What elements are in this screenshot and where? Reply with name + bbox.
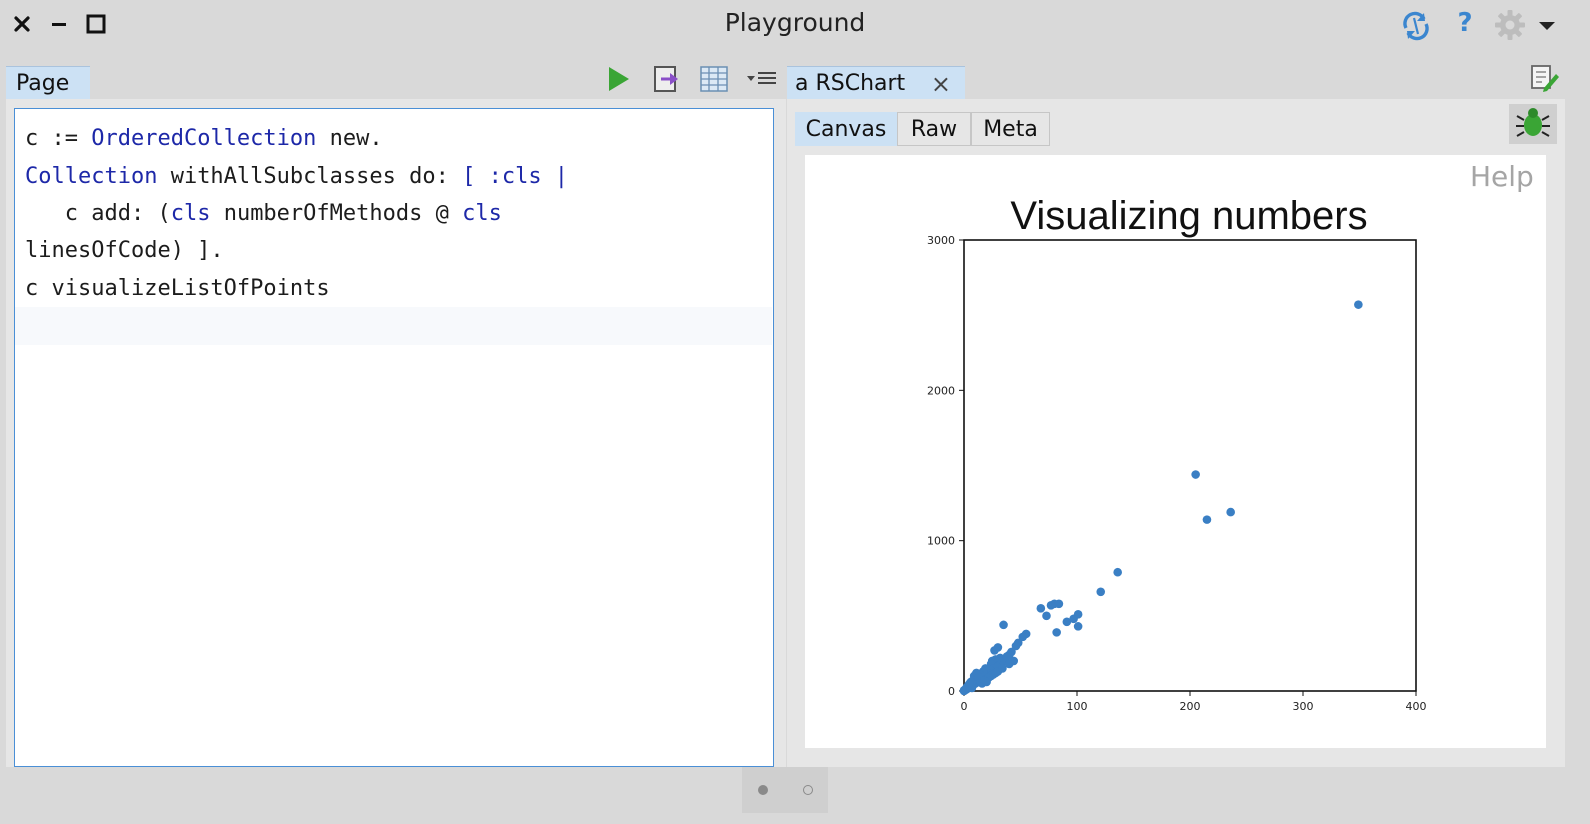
minimize-icon: [52, 23, 66, 26]
chart-title: Visualizing numbers: [1010, 194, 1367, 238]
data-point: [1004, 659, 1014, 669]
do-it-and-go-button[interactable]: [652, 64, 682, 94]
code-line: linesOfCode) ].: [25, 238, 224, 263]
help-link[interactable]: Help: [1470, 160, 1534, 193]
grid-icon: [700, 66, 728, 92]
y-tick-label: 0: [948, 685, 955, 698]
data-point: [1062, 617, 1072, 627]
tab-rschart[interactable]: a RSChart ×: [787, 66, 965, 100]
data-point: [1018, 632, 1028, 642]
data-point: [1113, 567, 1122, 577]
edit-page-button[interactable]: [1528, 62, 1560, 94]
chevron-down-icon: [1539, 22, 1555, 30]
minimize-window-button[interactable]: [45, 10, 73, 38]
code-line: Collection withAllSubclasses do: [ :cls …: [25, 164, 569, 189]
pane-menu-button[interactable]: [746, 68, 778, 90]
window-menu-button[interactable]: [1538, 18, 1556, 32]
run-button[interactable]: [604, 64, 634, 94]
data-point: [998, 664, 1007, 673]
tab-page[interactable]: Page: [6, 66, 90, 100]
data-point: [959, 685, 969, 695]
pager-dot-active[interactable]: [758, 785, 768, 795]
data-point: [1046, 601, 1056, 610]
pager-dot[interactable]: [803, 785, 813, 795]
subtab-raw[interactable]: Raw: [897, 112, 971, 146]
code-editor[interactable]: c := OrderedCollection new. Collection w…: [14, 108, 774, 767]
data-point: [1042, 611, 1051, 621]
data-point: [1191, 470, 1200, 479]
plot-frame: [963, 239, 1417, 692]
menu-icon: [747, 72, 776, 84]
code-line: c visualizeListOfPoints: [25, 276, 330, 301]
help-button[interactable]: ?: [1457, 8, 1473, 38]
current-line-highlight: [15, 307, 772, 345]
y-tick-label: 1000: [927, 535, 955, 548]
subtab-canvas[interactable]: Canvas: [795, 112, 897, 146]
scatter-chart: Visualizing numbers 0 100 200 300 400 0 1000 20…: [927, 194, 1427, 713]
close-tab-icon[interactable]: ×: [930, 70, 951, 98]
x-tick-label: 100: [1067, 700, 1088, 713]
subtab-meta[interactable]: Meta: [971, 112, 1050, 146]
inspect-button[interactable]: [699, 64, 729, 94]
title-bar: [0, 0, 1590, 50]
debug-button[interactable]: [1509, 104, 1557, 144]
x-tick-label: 0: [961, 700, 968, 713]
sync-icon: [1403, 11, 1429, 41]
data-point: [1073, 622, 1083, 631]
code-line: c := OrderedCollection new.: [25, 126, 383, 151]
export-icon: [654, 66, 678, 92]
y-tick-label: 3000: [927, 234, 955, 247]
data-point: [967, 683, 977, 693]
x-tick-label: 300: [1293, 700, 1314, 713]
maximize-window-button[interactable]: [82, 10, 110, 38]
play-icon: [609, 67, 629, 91]
x-tick-label: 400: [1406, 700, 1427, 713]
data-point: [982, 677, 991, 687]
tab-label: a RSChart: [795, 71, 906, 96]
chart-canvas[interactable]: [805, 155, 1546, 748]
close-icon: [14, 16, 30, 32]
data-point: [1054, 599, 1064, 609]
data-point: [1202, 515, 1212, 524]
data-point: [1036, 604, 1046, 613]
maximize-icon: [86, 14, 106, 34]
x-tick-label: 200: [1180, 700, 1201, 713]
data-point: [999, 620, 1008, 630]
data-point: [1069, 614, 1078, 624]
code-line: c add: (cls numberOfMethods @ cls: [25, 201, 502, 226]
edit-page-icon: [1531, 65, 1559, 92]
data-point: [1226, 507, 1235, 517]
close-window-button[interactable]: [8, 10, 36, 38]
gear-icon: [1495, 10, 1525, 40]
data-point: [1011, 641, 1021, 651]
data-point: [1096, 587, 1106, 597]
pager: [742, 767, 828, 813]
bug-icon: [1516, 108, 1550, 137]
settings-button[interactable]: [1494, 9, 1526, 41]
data-point: [990, 646, 999, 655]
data-point: [1052, 628, 1061, 637]
data-point: [1354, 300, 1363, 309]
sync-button[interactable]: [1400, 10, 1432, 42]
y-tick-label: 2000: [927, 384, 955, 397]
